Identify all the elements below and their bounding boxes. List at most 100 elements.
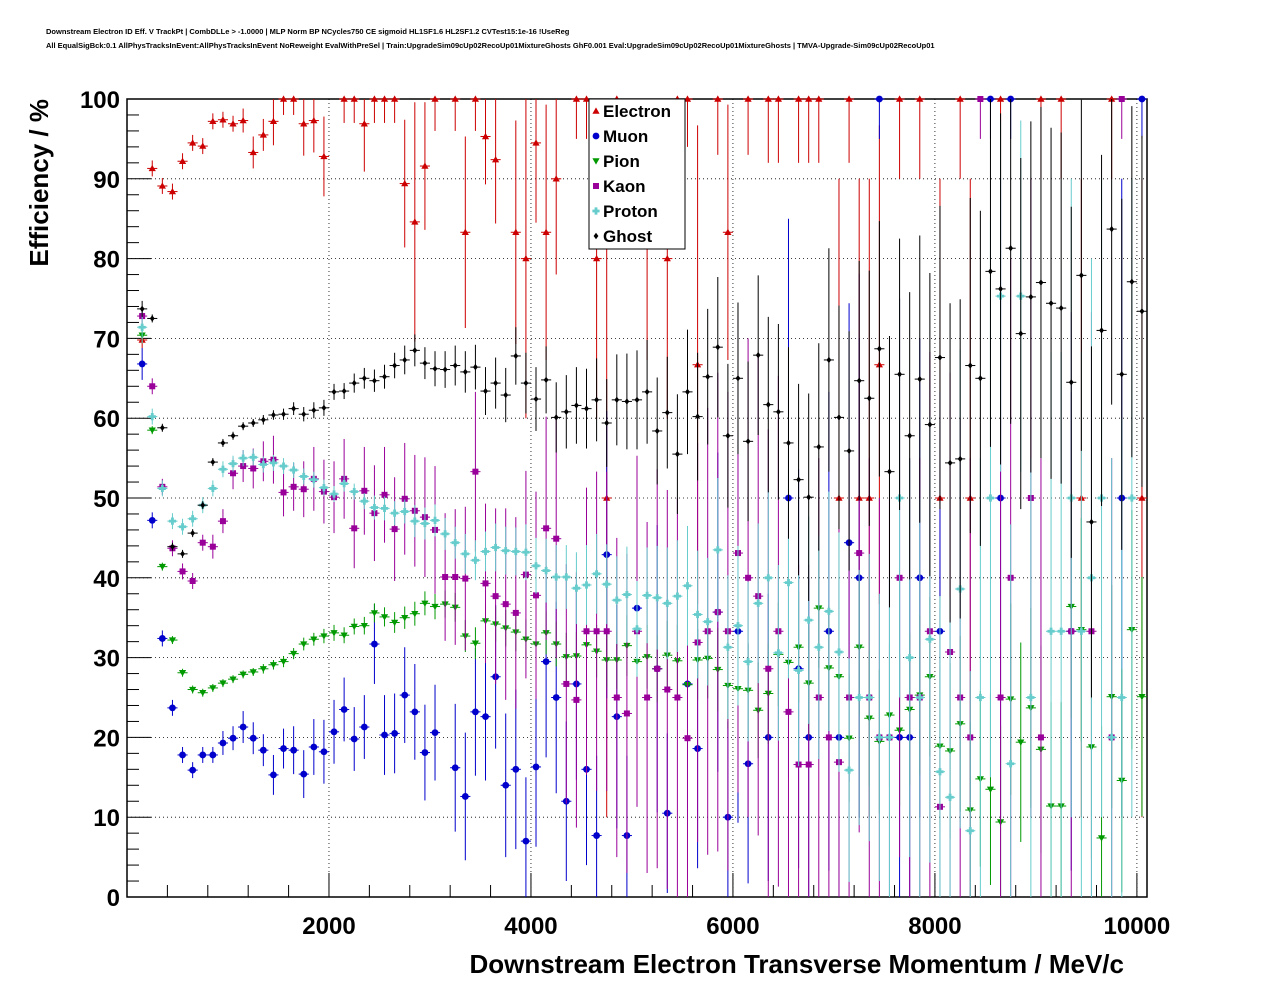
data-point-muon xyxy=(259,746,267,754)
axis-ticks: 0 10 20 30 40 50 60 70 80 90 100 2000 4000 6000 8000 10… xyxy=(80,87,1170,940)
data-point-proton xyxy=(663,599,671,607)
data-point-muon xyxy=(199,751,207,759)
data-point-electron xyxy=(794,95,803,102)
data-point-ghost xyxy=(230,432,236,439)
data-point-muon xyxy=(148,516,156,524)
data-point-proton xyxy=(885,733,894,741)
data-point-proton xyxy=(926,635,934,643)
data-point-ghost xyxy=(331,388,337,396)
legend-label-proton: Proton xyxy=(603,202,658,221)
data-point-electron xyxy=(431,95,439,102)
data-point-kaon xyxy=(745,574,752,581)
data-point-ghost xyxy=(462,368,468,376)
data-point-kaon xyxy=(290,483,297,490)
data-point-proton xyxy=(916,693,924,702)
legend-marker-electron xyxy=(592,107,600,114)
data-point-pion xyxy=(370,610,379,617)
legend-marker-kaon xyxy=(593,183,599,189)
data-point-kaon xyxy=(462,575,469,582)
data-point-kaon xyxy=(199,539,206,546)
data-point-ghost xyxy=(200,501,206,509)
data-point-electron xyxy=(492,156,500,163)
data-point-electron xyxy=(391,95,399,102)
data-point-muon xyxy=(270,771,277,779)
legend-marker-ghost xyxy=(593,232,599,240)
data-point-muon xyxy=(320,748,328,756)
data-point-ghost xyxy=(856,377,862,384)
data-point-pion xyxy=(431,603,439,611)
data-point-ghost xyxy=(351,379,357,387)
data-point-ghost xyxy=(644,388,650,396)
data-point-kaon xyxy=(623,710,630,717)
data-point-proton xyxy=(966,827,974,835)
y-tick-label: 90 xyxy=(93,167,120,194)
legend-box xyxy=(588,98,686,250)
data-point-pion xyxy=(219,680,227,687)
data-point-ghost xyxy=(271,411,276,419)
data-point-ghost xyxy=(1109,225,1115,233)
data-point-electron xyxy=(249,148,257,156)
data-point-pion xyxy=(249,669,257,676)
data-point-ghost xyxy=(1028,293,1034,301)
data-point-ghost xyxy=(664,409,670,416)
header-line-1: Downstream Electron ID Eff. V TrackPt | … xyxy=(46,27,570,36)
data-point-pion xyxy=(229,676,237,683)
data-point-proton xyxy=(350,488,358,496)
data-point-ghost xyxy=(260,416,266,423)
data-point-ghost xyxy=(937,354,943,361)
data-point-ghost xyxy=(594,396,600,404)
data-point-ghost xyxy=(715,343,721,351)
data-point-electron xyxy=(158,182,166,189)
y-tick-label: 80 xyxy=(93,247,120,274)
data-point-kaon xyxy=(492,593,499,600)
legend-label-pion: Pion xyxy=(603,152,640,171)
data-point-ghost xyxy=(796,476,801,483)
data-point-ghost xyxy=(695,413,700,420)
data-point-proton xyxy=(693,610,702,619)
data-point-ghost xyxy=(614,396,620,404)
data-point-kaon xyxy=(654,665,661,672)
data-point-proton xyxy=(936,768,944,776)
data-point-electron xyxy=(219,116,227,123)
data-point-proton xyxy=(562,573,570,581)
data-point-electron xyxy=(542,228,550,235)
data-point-pion xyxy=(391,619,399,627)
data-point-electron xyxy=(471,95,480,102)
data-point-ghost xyxy=(372,377,377,384)
data-point-electron xyxy=(239,116,247,124)
data-point-electron xyxy=(1138,494,1146,501)
data-point-ghost xyxy=(452,362,458,369)
data-point-muon xyxy=(229,734,237,742)
data-point-pion xyxy=(401,615,409,622)
data-point-kaon xyxy=(502,601,509,608)
data-point-electron xyxy=(189,139,197,146)
data-point-kaon xyxy=(1037,734,1044,741)
data-point-proton xyxy=(279,462,288,470)
data-point-kaon xyxy=(684,735,691,742)
data-point-proton xyxy=(835,648,843,656)
y-tick-label: 10 xyxy=(93,805,120,832)
data-point-kaon xyxy=(472,468,479,475)
y-tick-label: 50 xyxy=(93,486,120,513)
data-point-electron xyxy=(512,228,520,235)
data-point-proton xyxy=(249,453,257,461)
data-point-electron xyxy=(350,95,358,102)
data-point-proton xyxy=(986,494,995,502)
data-point-muon xyxy=(532,763,540,771)
data-point-muon xyxy=(411,708,419,716)
data-point-kaon xyxy=(482,580,489,587)
data-point-ghost xyxy=(513,352,519,360)
data-point-ghost xyxy=(876,345,882,352)
data-point-ghost xyxy=(442,366,448,373)
data-point-proton xyxy=(906,654,914,662)
data-point-muon xyxy=(179,751,186,759)
data-point-ghost xyxy=(1018,330,1024,337)
data-point-kaon xyxy=(613,694,620,701)
y-tick-label: 20 xyxy=(93,725,120,752)
data-point-electron xyxy=(895,95,904,102)
data-point-proton xyxy=(805,616,813,624)
data-point-kaon xyxy=(300,486,307,493)
data-point-proton xyxy=(269,459,278,467)
data-point-ghost xyxy=(361,375,367,382)
data-point-proton xyxy=(239,454,247,462)
